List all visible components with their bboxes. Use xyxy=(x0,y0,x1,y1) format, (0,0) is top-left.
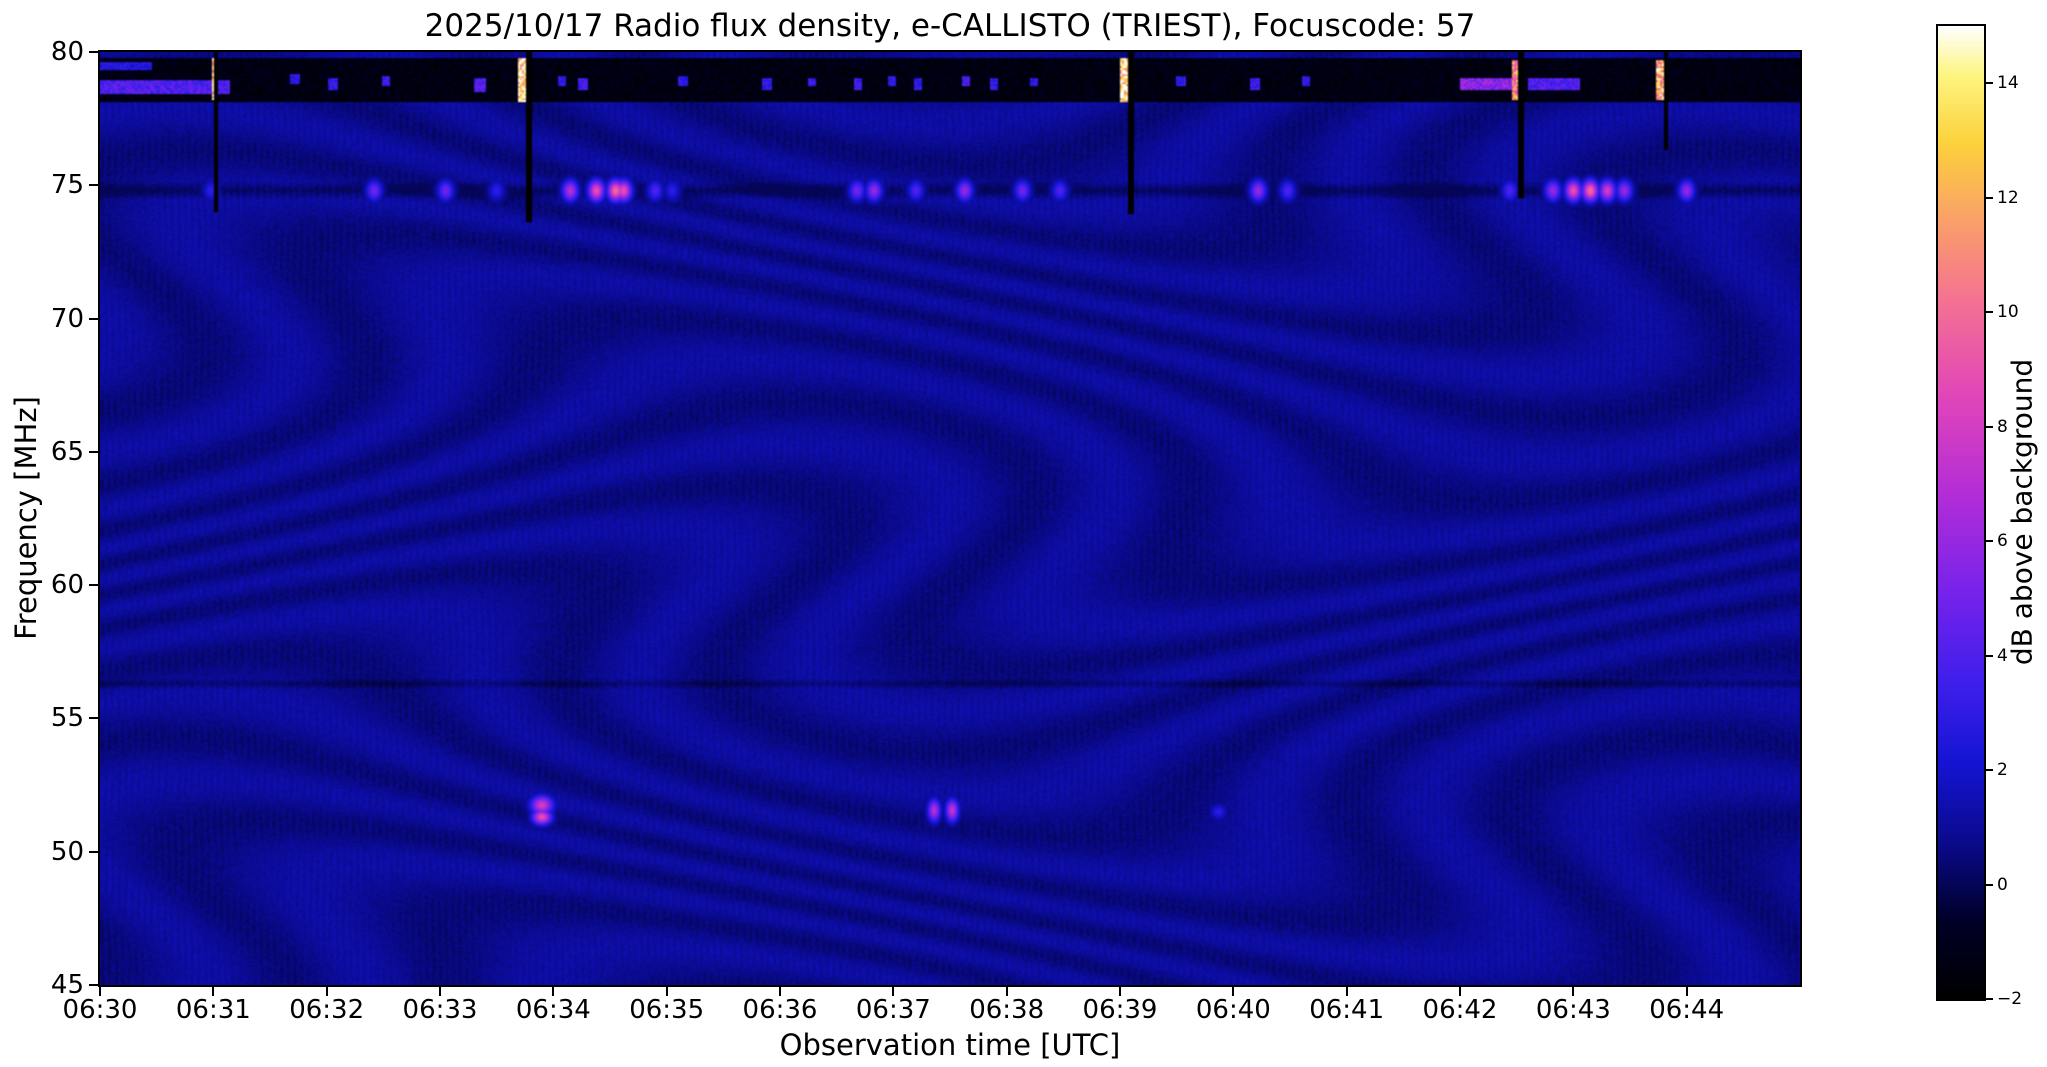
y-tick-mark xyxy=(89,51,98,53)
colorbar-tick-label: 12 xyxy=(1997,187,2019,208)
x-tick-label: 06:33 xyxy=(402,995,478,1025)
y-tick-label: 75 xyxy=(50,170,84,201)
x-tick-label: 06:37 xyxy=(855,995,931,1025)
y-tick-mark xyxy=(89,450,98,453)
x-axis-label: Observation time [UTC] xyxy=(779,1028,1121,1062)
y-tick-label: 70 xyxy=(50,303,84,334)
colorbar-tick-mark xyxy=(1986,311,1993,314)
x-tick-mark xyxy=(779,987,781,996)
colorbar-tick-mark xyxy=(1986,196,1993,199)
y-tick-mark xyxy=(89,984,98,986)
x-tick-mark xyxy=(1459,987,1461,996)
x-tick-mark xyxy=(1232,987,1235,996)
x-tick-label: 06:31 xyxy=(175,995,251,1025)
y-tick-mark xyxy=(89,184,98,187)
x-tick-label: 06:36 xyxy=(742,995,818,1025)
y-tick-mark xyxy=(89,317,98,320)
x-tick-label: 06:32 xyxy=(289,995,365,1025)
x-tick-mark xyxy=(1345,987,1348,996)
colorbar-tick-mark xyxy=(1986,540,1993,543)
colorbar-gradient xyxy=(1938,26,1984,999)
x-tick-label: 06:35 xyxy=(629,995,705,1025)
x-tick-label: 06:39 xyxy=(1082,995,1158,1025)
colorbar xyxy=(1936,24,1986,1001)
y-tick-mark xyxy=(89,850,98,853)
y-tick-label: 50 xyxy=(50,836,84,867)
colorbar-tick-label: 2 xyxy=(1997,760,2008,781)
y-tick-label: 55 xyxy=(50,703,84,734)
x-tick-label: 06:40 xyxy=(1195,995,1271,1025)
colorbar-label: dB above background xyxy=(2005,358,2039,666)
x-tick-mark xyxy=(439,987,441,996)
colorbar-tick-mark xyxy=(1986,769,1993,772)
x-tick-label: 06:30 xyxy=(62,995,138,1025)
x-tick-mark xyxy=(325,987,328,996)
x-tick-mark xyxy=(552,987,555,996)
x-tick-mark xyxy=(1685,987,1688,996)
spectrogram-heatmap xyxy=(100,52,1800,985)
chart-title: 2025/10/17 Radio flux density, e-CALLIST… xyxy=(424,8,1476,44)
x-tick-mark xyxy=(1119,987,1121,996)
x-tick-label: 06:38 xyxy=(969,995,1045,1025)
y-tick-label: 45 xyxy=(50,970,84,1000)
colorbar-tick-mark xyxy=(1986,82,1993,85)
colorbar-tick-mark xyxy=(1986,883,1993,886)
colorbar-tick-mark xyxy=(1986,425,1993,428)
x-tick-label: 06:34 xyxy=(515,995,591,1025)
plot-area xyxy=(98,50,1802,987)
y-tick-label: 80 xyxy=(50,37,84,67)
x-tick-mark xyxy=(1005,987,1008,996)
colorbar-tick-label: 14 xyxy=(1997,73,2019,94)
x-tick-mark xyxy=(892,987,895,996)
y-tick-mark xyxy=(89,584,98,587)
x-tick-mark xyxy=(99,987,101,996)
colorbar-tick-mark xyxy=(1986,654,1993,657)
x-tick-label: 06:44 xyxy=(1649,995,1725,1025)
colorbar-tick-label: −2 xyxy=(1997,989,2023,1009)
colorbar-tick-mark xyxy=(1986,998,1993,1000)
x-tick-label: 06:42 xyxy=(1422,995,1498,1025)
colorbar-tick-label: 10 xyxy=(1997,302,2019,323)
x-tick-label: 06:43 xyxy=(1535,995,1611,1025)
x-tick-mark xyxy=(1572,987,1575,996)
x-tick-label: 06:41 xyxy=(1309,995,1385,1025)
x-tick-mark xyxy=(665,987,668,996)
y-axis-label: Frequency [MHz] xyxy=(9,396,43,640)
x-tick-mark xyxy=(212,987,215,996)
y-tick-mark xyxy=(89,717,98,720)
colorbar-tick-label: 0 xyxy=(1997,874,2008,895)
